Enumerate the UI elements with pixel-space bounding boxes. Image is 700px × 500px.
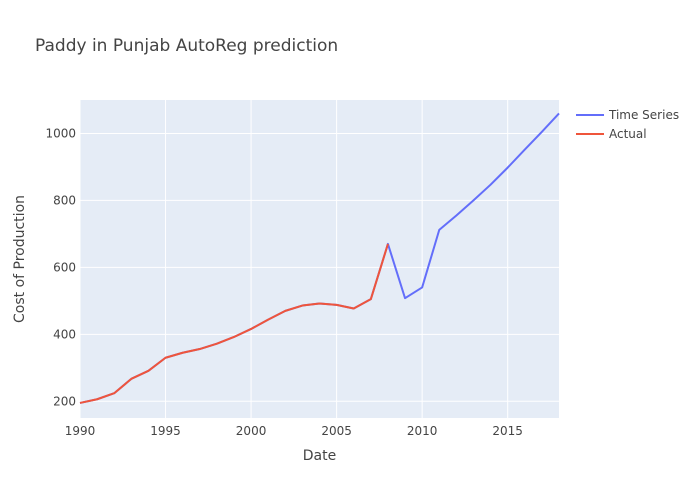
x-axis-title: Date xyxy=(303,448,336,464)
x-tick-label: 1995 xyxy=(150,424,181,438)
gridlines xyxy=(79,100,559,418)
y-tick-label: 800 xyxy=(53,193,76,207)
chart-title: Paddy in Punjab AutoReg prediction xyxy=(35,36,338,56)
x-tick-label: 2010 xyxy=(407,424,438,438)
y-axis-ticks: 200 400 600 800 1000 xyxy=(45,126,76,408)
y-tick-label: 400 xyxy=(53,327,76,341)
legend-item-time-series[interactable]: Time Series xyxy=(576,108,679,122)
y-tick-label: 600 xyxy=(53,260,76,274)
x-tick-label: 1990 xyxy=(65,424,96,438)
legend-item-actual[interactable]: Actual xyxy=(576,127,647,141)
legend[interactable]: Time Series Actual xyxy=(576,108,679,141)
series-lines xyxy=(79,112,560,404)
x-tick-label: 2000 xyxy=(236,424,267,438)
legend-label: Actual xyxy=(609,127,647,141)
y-tick-label: 200 xyxy=(53,394,76,408)
plot-area xyxy=(80,100,559,418)
x-tick-label: 2015 xyxy=(492,424,523,438)
y-tick-label: 1000 xyxy=(45,126,76,140)
legend-label: Time Series xyxy=(608,108,679,122)
x-axis-ticks: 1990 1995 2000 2005 2010 2015 xyxy=(65,424,523,438)
series-line-actual xyxy=(79,243,389,404)
x-tick-label: 2005 xyxy=(321,424,352,438)
y-axis-title: Cost of Production xyxy=(12,195,28,323)
